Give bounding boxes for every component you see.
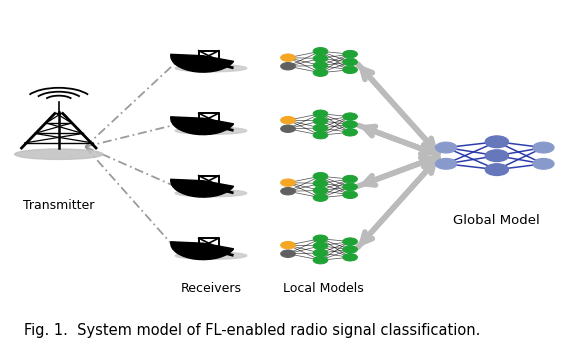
- Wedge shape: [171, 242, 233, 260]
- Circle shape: [343, 175, 358, 183]
- Circle shape: [280, 250, 295, 257]
- Circle shape: [313, 249, 328, 257]
- Circle shape: [343, 191, 358, 199]
- Circle shape: [343, 254, 358, 261]
- Circle shape: [280, 188, 295, 195]
- Circle shape: [313, 256, 328, 264]
- Circle shape: [280, 125, 295, 133]
- Circle shape: [313, 124, 328, 132]
- Text: Transmitter: Transmitter: [23, 199, 95, 212]
- Circle shape: [485, 150, 509, 162]
- Circle shape: [313, 242, 328, 249]
- Circle shape: [280, 63, 295, 70]
- Wedge shape: [171, 117, 233, 135]
- Circle shape: [343, 51, 358, 58]
- Text: Local Models: Local Models: [283, 282, 364, 295]
- Circle shape: [343, 113, 358, 120]
- Ellipse shape: [175, 190, 247, 197]
- Circle shape: [313, 47, 328, 55]
- Circle shape: [313, 194, 328, 201]
- Circle shape: [343, 58, 358, 66]
- Ellipse shape: [15, 149, 103, 160]
- Circle shape: [343, 66, 358, 74]
- Circle shape: [280, 242, 295, 249]
- Circle shape: [436, 158, 457, 169]
- Circle shape: [533, 142, 554, 153]
- Circle shape: [343, 246, 358, 253]
- Circle shape: [436, 142, 457, 153]
- Circle shape: [280, 54, 295, 61]
- Text: Global Model: Global Model: [453, 214, 540, 227]
- Circle shape: [313, 180, 328, 187]
- Wedge shape: [171, 54, 233, 72]
- Wedge shape: [171, 179, 233, 197]
- Ellipse shape: [175, 127, 247, 134]
- Text: Fig. 1.  System model of FL-enabled radio signal classification.: Fig. 1. System model of FL-enabled radio…: [24, 324, 480, 338]
- Circle shape: [343, 238, 358, 245]
- Circle shape: [533, 158, 554, 169]
- Circle shape: [313, 55, 328, 62]
- Circle shape: [280, 117, 295, 124]
- Circle shape: [280, 179, 295, 186]
- Text: Receivers: Receivers: [181, 282, 242, 295]
- Circle shape: [313, 117, 328, 125]
- Circle shape: [313, 69, 328, 76]
- Circle shape: [343, 121, 358, 128]
- Circle shape: [313, 131, 328, 139]
- Circle shape: [313, 235, 328, 243]
- Circle shape: [485, 164, 509, 175]
- Circle shape: [485, 136, 509, 148]
- Circle shape: [313, 110, 328, 117]
- Ellipse shape: [175, 64, 247, 72]
- Circle shape: [313, 173, 328, 180]
- Circle shape: [313, 187, 328, 194]
- Ellipse shape: [175, 252, 247, 259]
- Circle shape: [343, 129, 358, 136]
- Circle shape: [343, 183, 358, 191]
- Circle shape: [313, 62, 328, 69]
